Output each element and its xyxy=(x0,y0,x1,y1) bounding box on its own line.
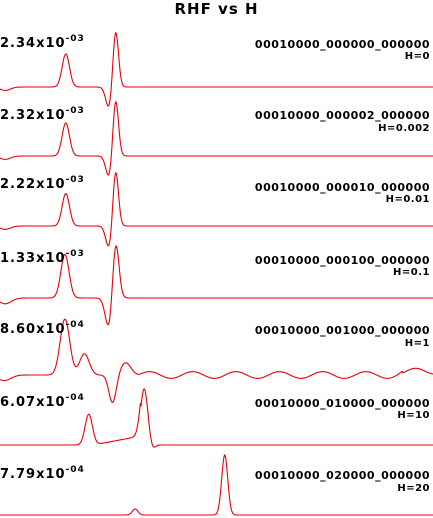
run-code-label: 00010000_000010_000000 xyxy=(255,181,430,194)
amplitude-mantissa: 8.60x10 xyxy=(0,322,66,337)
series-line-0 xyxy=(0,31,433,107)
h-value-label: H=10 xyxy=(397,410,430,421)
amplitude-exponent: -04 xyxy=(66,320,85,330)
amplitude-label: 7.79x10-04 xyxy=(0,465,85,482)
amplitude-mantissa: 6.07x10 xyxy=(0,395,66,410)
amplitude-exponent: -04 xyxy=(66,465,85,475)
amplitude-mantissa: 1.33x10 xyxy=(0,251,66,266)
series-line-1 xyxy=(0,100,433,176)
h-value-label: H=0.1 xyxy=(393,267,430,278)
series-line-5 xyxy=(0,388,433,448)
amplitude-exponent: -04 xyxy=(66,393,85,403)
h-value-label: H=0 xyxy=(405,51,430,62)
run-code-label: 00010000_001000_000000 xyxy=(255,324,430,337)
series-line-2 xyxy=(0,171,433,247)
amplitude-exponent: -03 xyxy=(66,249,85,259)
amplitude-mantissa: 7.79x10 xyxy=(0,467,66,482)
run-code-label: 00010000_010000_000000 xyxy=(255,397,430,410)
amplitude-label: 2.22x10-03 xyxy=(0,175,85,192)
amplitude-mantissa: 2.22x10 xyxy=(0,177,66,192)
amplitude-mantissa: 2.34x10 xyxy=(0,36,66,51)
h-value-label: H=0.01 xyxy=(386,194,430,205)
amplitude-label: 2.32x10-03 xyxy=(0,106,85,123)
amplitude-label: 6.07x10-04 xyxy=(0,393,85,410)
run-code-label: 00010000_000100_000000 xyxy=(255,254,430,267)
series-line-4 xyxy=(0,318,433,404)
series-line-3 xyxy=(0,245,433,326)
amplitude-mantissa: 2.32x10 xyxy=(0,108,66,123)
amplitude-label: 8.60x10-04 xyxy=(0,320,85,337)
h-value-label: H=0.002 xyxy=(378,123,430,134)
h-value-label: H=20 xyxy=(397,483,430,494)
amplitude-label: 1.33x10-03 xyxy=(0,249,85,266)
run-code-label: 00010000_020000_000000 xyxy=(255,469,430,482)
run-code-label: 00010000_000000_000000 xyxy=(255,38,430,51)
h-value-label: H=1 xyxy=(405,338,430,349)
amplitude-exponent: -03 xyxy=(66,34,85,44)
run-code-label: 00010000_000002_000000 xyxy=(255,109,430,122)
amplitude-label: 2.34x10-03 xyxy=(0,34,85,51)
series-line-6 xyxy=(0,454,433,516)
chart-title: RHF vs H xyxy=(174,0,259,18)
amplitude-exponent: -03 xyxy=(66,106,85,116)
amplitude-exponent: -03 xyxy=(66,175,85,185)
